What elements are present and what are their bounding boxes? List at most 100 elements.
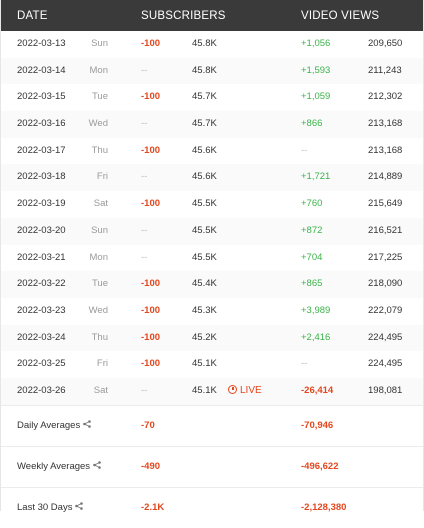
row-views: 212,302 — [368, 91, 403, 103]
summary-section: Daily Averages -70 -70,946 Weekly Averages -… — [1, 404, 423, 528]
summary-subscribers: -70 — [141, 419, 155, 431]
row-day: Mon — [89, 64, 108, 76]
row-view-delta: +1,721 — [301, 171, 331, 183]
row-views: 213,168 — [368, 144, 403, 156]
row-subs: 45.5K — [192, 251, 217, 263]
clock-icon — [228, 384, 237, 394]
row-subs: 45.4K — [192, 278, 217, 290]
row-date: 2022-03-17 — [17, 144, 66, 156]
row-sub-delta: -100 — [141, 144, 161, 156]
summary-label: Last 30 Days — [17, 501, 73, 513]
row-sub-delta: -100 — [141, 358, 161, 370]
row-date: 2022-03-26 — [17, 384, 66, 396]
row-date: 2022-03-22 — [17, 278, 66, 290]
row-views: 217,225 — [368, 251, 403, 263]
summary-label-wrap: Last 30 Days — [17, 501, 84, 513]
row-day: Wed — [88, 118, 108, 130]
row-date: 2022-03-18 — [17, 171, 66, 183]
summary-label: Daily Averages — [17, 419, 81, 431]
row-date: 2022-03-15 — [17, 91, 66, 103]
row-subs: 45.1K — [192, 358, 217, 370]
row-sub-delta: -- — [141, 118, 148, 130]
stats-table: DATE SUBSCRIBERS VIDEO VIEWS 2022-03-13 S… — [0, 0, 424, 513]
row-subs: 45.7K — [192, 118, 217, 130]
row-day: Mon — [89, 251, 108, 263]
row-sub-delta: -- — [141, 384, 148, 396]
summary-label-wrap: Weekly Averages — [17, 461, 101, 472]
row-view-delta: +1,593 — [301, 64, 331, 76]
summary-row: Weekly Averages -490 -496,622 — [1, 445, 423, 487]
row-day: Tue — [91, 278, 108, 290]
row-day: Tue — [91, 91, 108, 103]
row-view-delta: +1,059 — [301, 91, 331, 103]
row-views: 198,081 — [368, 384, 403, 396]
row-sub-delta: -100 — [141, 331, 161, 343]
row-day: Thu — [91, 331, 108, 343]
row-view-delta: -- — [301, 144, 308, 156]
row-view-delta: +1,056 — [301, 38, 331, 49]
table-row: 2022-03-19 Sat -100 45.5K +760 215,649 — [1, 191, 423, 218]
summary-row: Last 30 Days -2.1K -2,128,380 — [1, 486, 423, 528]
share-icon[interactable] — [83, 419, 92, 430]
table-row: 2022-03-25 Fri -100 45.1K -- 224,495 — [1, 351, 423, 378]
row-sub-delta: -100 — [141, 91, 161, 103]
row-subs: 45.2K — [192, 331, 217, 343]
row-sub-delta: -100 — [141, 278, 161, 290]
table-row: 2022-03-15 Tue -100 45.7K +1,059 212,302 — [1, 84, 423, 111]
share-icon[interactable] — [75, 501, 84, 512]
table-row: 2022-03-18 Fri -- 45.6K +1,721 214,889 — [1, 164, 423, 192]
row-view-delta: +872 — [301, 224, 323, 236]
row-date: 2022-03-20 — [17, 224, 66, 236]
row-subs: 45.6K — [192, 171, 217, 183]
row-views: 215,649 — [368, 198, 403, 210]
summary-label-wrap: Daily Averages — [17, 419, 92, 431]
table-row: 2022-03-14 Mon -- 45.8K +1,593 211,243 — [1, 57, 423, 85]
row-sub-delta: -100 — [141, 198, 161, 210]
row-views: 213,168 — [368, 118, 403, 130]
row-day: Thu — [91, 144, 108, 156]
table-row: 2022-03-20 Sun -- 45.5K +872 216,521 — [1, 217, 423, 245]
table-row: 2022-03-21 Mon -- 45.5K +704 217,225 — [1, 245, 423, 272]
row-subs: 45.3K — [192, 304, 217, 316]
row-views: 222,079 — [368, 304, 403, 316]
row-date: 2022-03-19 — [17, 198, 66, 210]
row-date: 2022-03-25 — [17, 358, 66, 370]
row-date: 2022-03-14 — [17, 64, 66, 76]
row-day: Fri — [96, 358, 108, 370]
row-sub-delta: -- — [141, 224, 148, 236]
share-icon[interactable] — [93, 460, 101, 471]
summary-subscribers: -2.1K — [141, 501, 165, 513]
summary-subscribers: -490 — [141, 460, 161, 472]
row-day: Sun — [91, 224, 108, 236]
table-row: 2022-03-13 Sun -100 45.8K +1,056 209,650 — [1, 31, 423, 58]
row-views: 211,243 — [368, 64, 402, 76]
daily-rows: 2022-03-13 Sun -100 45.8K +1,056 209,650 2022-… — [1, 31, 423, 405]
table-row: 2022-03-26 Sat -- 45.1K LIVE -26,414 198,081 — [1, 377, 423, 405]
row-subs: 45.1K — [192, 384, 217, 396]
summary-views: -70,946 — [301, 419, 334, 431]
table-row: 2022-03-22 Tue -100 45.4K +865 218,090 — [1, 271, 423, 298]
row-day: Sat — [93, 384, 108, 396]
row-view-delta: +865 — [301, 278, 323, 290]
row-day: Sat — [93, 198, 108, 210]
row-date: 2022-03-23 — [17, 304, 66, 316]
row-view-delta: -26,414 — [301, 384, 334, 396]
table-row: 2022-03-24 Thu -100 45.2K +2,416 224,495 — [1, 324, 423, 352]
row-sub-delta: -100 — [141, 304, 161, 316]
summary-label: Weekly Averages — [17, 460, 91, 472]
live-label: LIVE — [240, 384, 262, 396]
row-day: Wed — [88, 304, 108, 316]
row-sub-delta: -- — [141, 171, 148, 183]
row-date: 2022-03-21 — [17, 251, 66, 263]
table-row: 2022-03-17 Thu -100 45.6K -- 213,168 — [1, 138, 423, 165]
summary-views: -496,622 — [301, 460, 339, 472]
row-date: 2022-03-13 — [17, 38, 66, 49]
header-date: DATE — [17, 10, 48, 22]
summary-views: -2,128,380 — [301, 501, 347, 513]
row-date: 2022-03-24 — [17, 331, 66, 343]
row-sub-delta: -100 — [141, 38, 161, 49]
table-row: 2022-03-16 Wed -- 45.7K +866 213,168 — [1, 111, 423, 138]
row-subs: 45.6K — [192, 144, 217, 156]
live-badge: LIVE — [228, 384, 262, 396]
header-video-views: VIDEO VIEWS — [301, 10, 380, 22]
